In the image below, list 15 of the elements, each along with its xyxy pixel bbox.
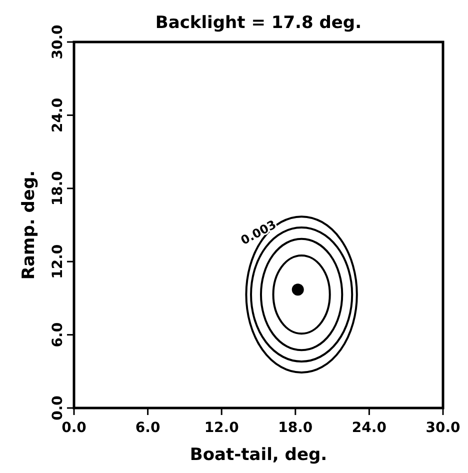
x-tick-label: 30.0 (426, 420, 461, 436)
y-tick-label: 0.0 (50, 395, 66, 420)
x-axis-title: Boat-tail, deg. (190, 445, 328, 465)
x-tick-label: 24.0 (352, 420, 387, 436)
y-axis-title: Ramp. deg. (19, 170, 39, 280)
y-tick-label: 6.0 (50, 322, 66, 348)
y-tick-label: 18.0 (50, 170, 66, 206)
y-tick-label: 24.0 (50, 98, 66, 132)
y-tick-label: 12.0 (50, 244, 66, 279)
chart-title: Backlight = 17.8 deg. (155, 13, 362, 33)
x-tick-label: 0.0 (62, 420, 87, 436)
x-tick-label: 12.0 (204, 420, 240, 436)
x-tick-label: 18.0 (278, 420, 313, 436)
x-tick-label: 6.0 (135, 420, 160, 436)
y-tick-label: 30.0 (50, 24, 66, 60)
